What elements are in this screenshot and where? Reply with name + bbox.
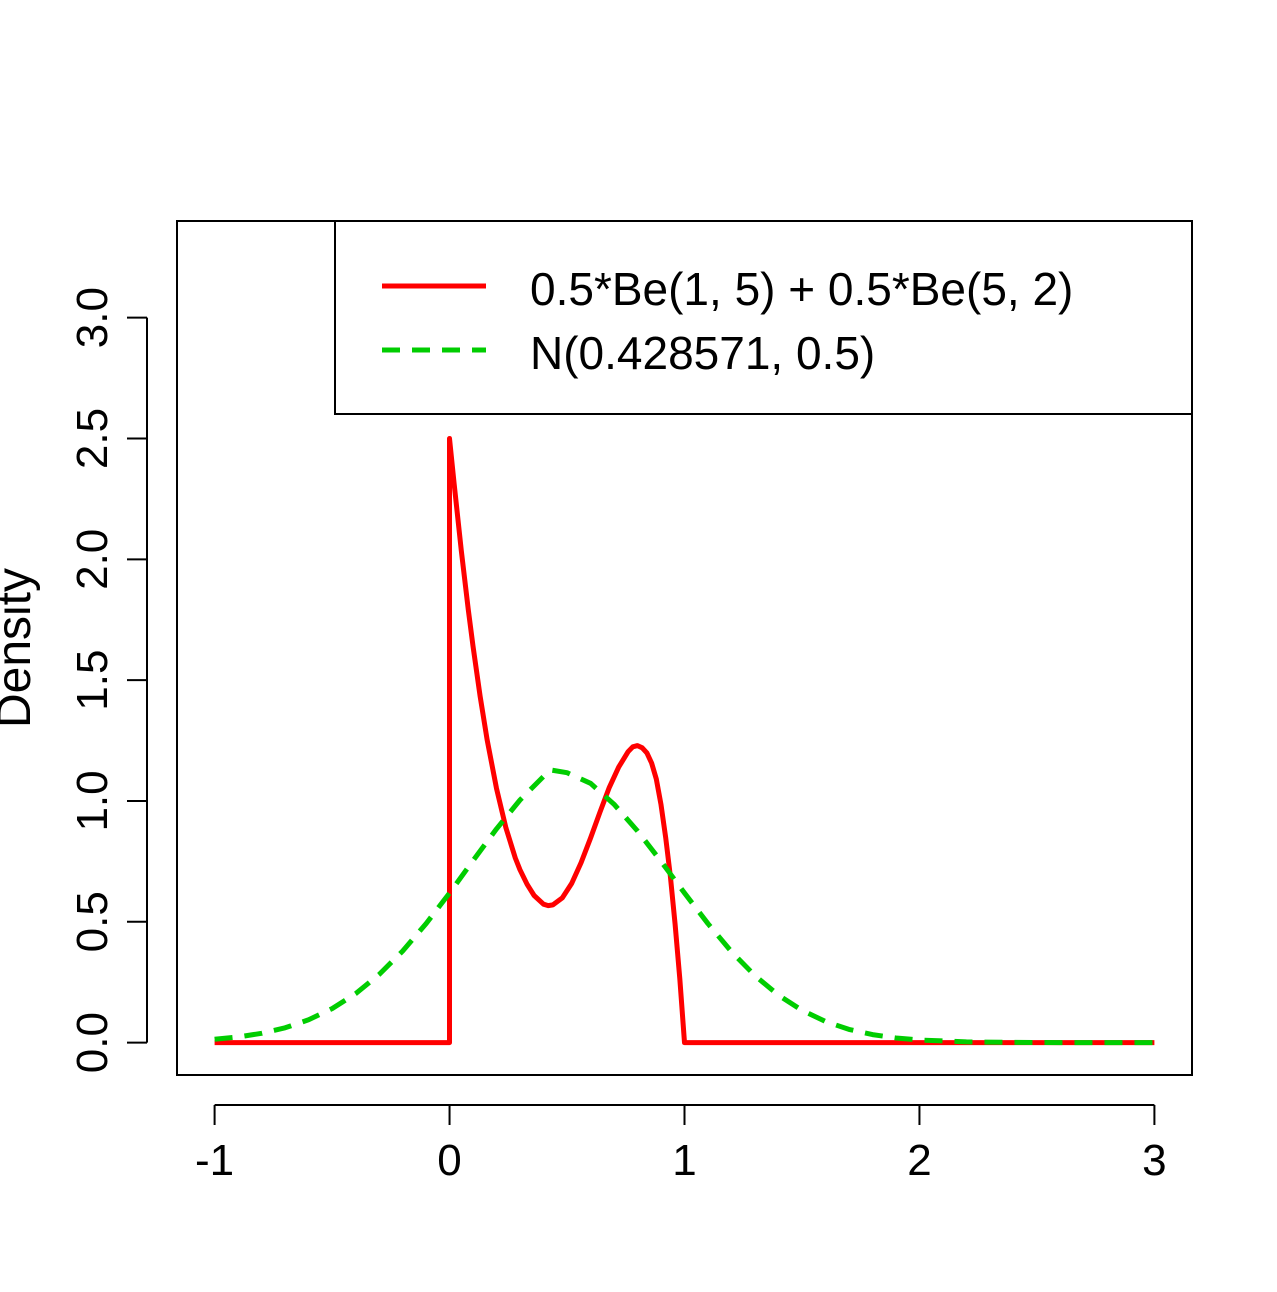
y-tick-label: 0.0 (68, 1012, 117, 1073)
y-tick-label: 2.5 (68, 408, 117, 469)
x-tick-label: 0 (437, 1136, 461, 1185)
series-line-1 (214, 767, 1155, 1046)
y-tick-label: 1.0 (68, 770, 117, 831)
y-axis-label: Density (0, 568, 41, 728)
y-tick-label: 0.5 (68, 891, 117, 952)
x-tick-label: 3 (1142, 1136, 1166, 1185)
x-axis: -1 0 1 2 3 (195, 1104, 1167, 1185)
y-axis: 0.0 0.5 1.0 1.5 2.0 2.5 3.0 (68, 287, 148, 1073)
x-tick-label: 1 (672, 1136, 696, 1185)
y-tick-label: 3.0 (68, 287, 117, 348)
y-tick-label: 2.0 (68, 529, 117, 590)
x-tick-label: -1 (195, 1136, 234, 1185)
x-tick-label: 2 (907, 1136, 931, 1185)
legend-label-normal: N(0.428571, 0.5) (530, 327, 875, 379)
legend-box (334, 220, 1193, 415)
legend-label-mixture: 0.5*Be(1, 5) + 0.5*Be(5, 2) (530, 263, 1073, 315)
series-line-0 (214, 436, 1155, 1046)
y-tick-label: 1.5 (68, 650, 117, 711)
series-layer (214, 436, 1155, 1046)
legend: 0.5*Be(1, 5) + 0.5*Be(5, 2) N(0.428571, … (334, 220, 1193, 415)
